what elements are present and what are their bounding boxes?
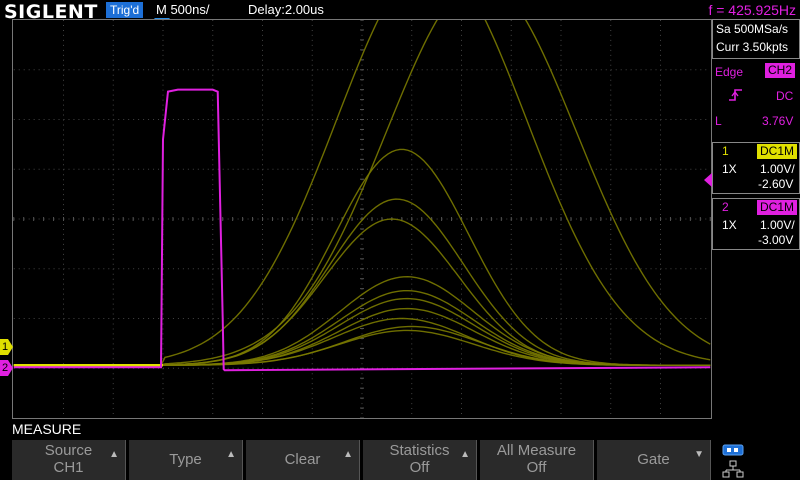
ch2-marker-label: 2 (2, 362, 9, 374)
trigger-coupling[interactable]: DC (776, 89, 794, 103)
trigger-level-icon[interactable] (703, 172, 713, 188)
softkey-clear[interactable]: Clear ▲ (246, 440, 360, 480)
waveform-display[interactable] (12, 19, 712, 419)
softkey-value: Off (409, 459, 430, 476)
usb-icon (722, 444, 744, 456)
trigger-level-value[interactable]: 3.76V (762, 114, 794, 128)
softkey-label: Gate (637, 451, 670, 468)
trigger-type[interactable]: Edge (715, 65, 744, 79)
arrow-down-icon: ▼ (694, 449, 704, 460)
ch2-scale: 1.00V/ (760, 218, 795, 232)
arrow-up-icon: ▲ (226, 449, 236, 460)
softkey-label: Source (44, 442, 93, 459)
ch2-probe: 1X (722, 218, 737, 232)
frequency-readout: f = 425.925Hz (708, 2, 796, 18)
timebase-readout[interactable]: M 500ns/ (156, 2, 210, 17)
ch1-coupling-badge: DC1M (757, 144, 798, 159)
delay-readout[interactable]: Delay:2.00us (248, 2, 324, 17)
ch2-number: 2 (722, 200, 729, 214)
ch2-coupling-badge: DC1M (757, 200, 798, 215)
ch1-offset-marker[interactable] (0, 339, 13, 355)
arrow-up-icon: ▲ (343, 449, 353, 460)
trigger-level-label: L (715, 114, 722, 128)
arrow-up-icon: ▲ (109, 449, 119, 460)
memory-depth: Curr 3.50kpts (716, 40, 789, 54)
softkey-gate[interactable]: Gate ▼ (597, 440, 711, 480)
softkey-value: Off (526, 459, 547, 476)
rising-edge-icon (729, 89, 742, 101)
softkey-label: Statistics (389, 442, 450, 459)
ch1-offset: -2.60V (758, 177, 794, 191)
ch2-waveform (13, 88, 711, 372)
ch1-scale: 1.00V/ (760, 162, 795, 176)
softkey-label: Clear (284, 451, 321, 468)
ch2-offset: -3.00V (758, 233, 794, 247)
ch1-number: 1 (722, 144, 729, 158)
softkey-value: CH1 (53, 459, 84, 476)
ch1-waveform (13, 20, 711, 367)
softkey-type[interactable]: Type ▲ (129, 440, 243, 480)
softkey-label: Type (169, 451, 202, 468)
arrow-up-icon: ▲ (460, 449, 470, 460)
ch1-marker-label: 1 (2, 341, 9, 353)
trigger-status-badge: Trig'd (106, 2, 144, 18)
sample-rate: Sa 500MSa/s (716, 22, 789, 36)
softkey-statistics[interactable]: Statistics Off ▲ (363, 440, 477, 480)
brand-logo: SIGLENT (4, 1, 98, 23)
ch1-probe: 1X (722, 162, 737, 176)
menu-title: MEASURE (12, 421, 82, 437)
graticule (13, 20, 711, 418)
softkey-all-measure[interactable]: All Measure Off (480, 440, 594, 480)
network-icon (722, 460, 744, 478)
softkey-label: All Measure (496, 442, 577, 459)
trigger-source[interactable]: CH2 (765, 63, 796, 78)
ch2-offset-marker[interactable] (0, 360, 13, 376)
softkey-source[interactable]: Source CH1 ▲ (12, 440, 126, 480)
